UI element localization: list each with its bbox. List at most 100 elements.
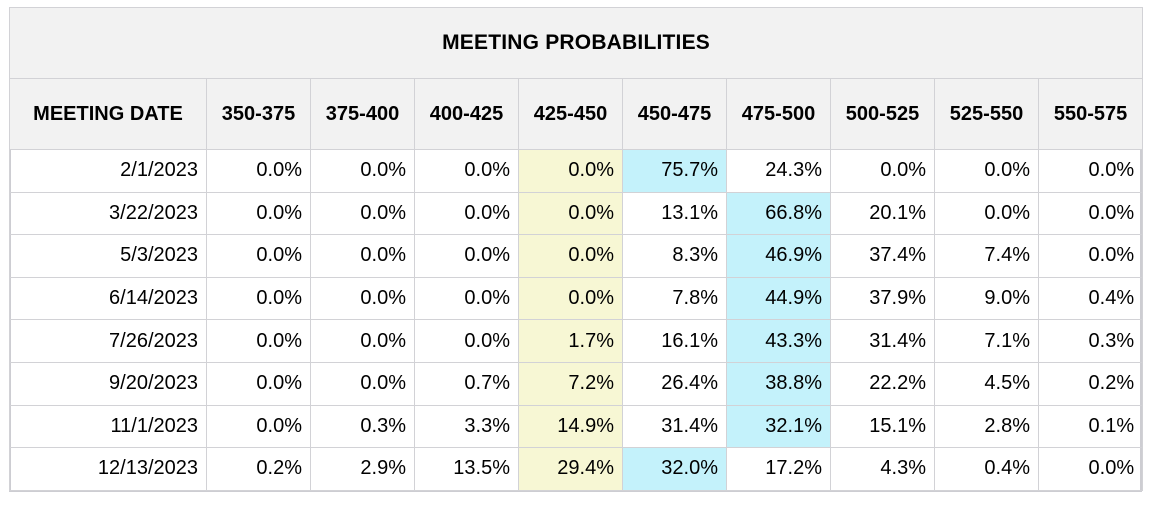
probability-cell: 75.7%: [622, 149, 727, 193]
table-row: 9/20/2023 0.0% 0.0% 0.7% 7.2% 26.4% 38.8% 22.2%…: [9, 361, 1144, 406]
probability-cell: 4.3%: [830, 447, 935, 491]
column-header-range-375-400: 375-400: [310, 78, 415, 150]
probability-cell: 44.9%: [726, 276, 831, 321]
table-row: 12/13/2023 0.2% 2.9% 13.5% 29.4% 32.0% 17.2% 4.…: [9, 447, 1144, 491]
probability-cell: 17.2%: [726, 447, 831, 491]
probability-cell: 2.9%: [310, 447, 415, 491]
probability-cell: 38.8%: [726, 361, 831, 406]
probability-cell: 31.4%: [622, 404, 727, 449]
table-row: 7/26/2023 0.0% 0.0% 0.0% 1.7% 16.1% 43.3% 31.4%…: [9, 319, 1144, 363]
probability-cell: 0.0%: [518, 191, 623, 236]
probability-cell: 0.0%: [414, 149, 519, 193]
probability-cell: 0.0%: [414, 191, 519, 236]
probability-cell: 26.4%: [622, 361, 727, 406]
probability-cell: 0.0%: [206, 361, 311, 406]
probability-cell: 9.0%: [934, 276, 1039, 321]
probability-cell: 0.0%: [414, 234, 519, 278]
column-header-range-500-525: 500-525: [830, 78, 935, 150]
column-header-range-475-500: 475-500: [726, 78, 831, 150]
probability-cell: 0.0%: [518, 149, 623, 193]
meeting-date-cell: 2/1/2023: [9, 149, 207, 193]
table-title: MEETING PROBABILITIES: [8, 7, 1144, 79]
meeting-date-cell: 9/20/2023: [9, 361, 207, 406]
probability-cell: 31.4%: [830, 319, 935, 363]
probability-cell: 7.2%: [518, 361, 623, 406]
probability-cell: 20.1%: [830, 191, 935, 236]
probability-cell: 0.3%: [310, 404, 415, 449]
probability-cell: 0.0%: [830, 149, 935, 193]
table-row: 3/22/2023 0.0% 0.0% 0.0% 0.0% 13.1% 66.8% 20.1%…: [9, 191, 1144, 236]
column-header-range-550-575: 550-575: [1037, 78, 1144, 150]
probability-cell: 46.9%: [726, 234, 831, 278]
probability-cell: 13.1%: [622, 191, 727, 236]
probability-cell: 0.0%: [310, 361, 415, 406]
table-row: 5/3/2023 0.0% 0.0% 0.0% 0.0% 8.3% 46.9% 37.4% 7.…: [9, 234, 1144, 278]
column-header-row: MEETING DATE 350-375 375-400 400-425 425-450…: [9, 78, 1144, 150]
probability-cell: 4.5%: [934, 361, 1039, 406]
probability-cell: 16.1%: [622, 319, 727, 363]
probability-cell: 0.0%: [310, 319, 415, 363]
probability-cell: 66.8%: [726, 191, 831, 236]
probability-cell: 32.0%: [622, 447, 727, 491]
column-header-range-450-475: 450-475: [622, 78, 727, 150]
probability-cell: 8.3%: [622, 234, 727, 278]
column-header-range-525-550: 525-550: [934, 78, 1039, 150]
probability-cell: 0.0%: [414, 319, 519, 363]
probability-cell: 0.0%: [414, 276, 519, 321]
probability-cell: 37.4%: [830, 234, 935, 278]
meeting-date-cell: 12/13/2023: [9, 447, 207, 491]
table-row: 6/14/2023 0.0% 0.0% 0.0% 0.0% 7.8% 44.9% 37.9% 9…: [9, 276, 1144, 321]
table-row: 11/1/2023 0.0% 0.3% 3.3% 14.9% 31.4% 32.1% 15.1…: [9, 404, 1144, 449]
probability-cell: 2.8%: [934, 404, 1039, 449]
probability-cell: 0.1%: [1037, 404, 1144, 449]
column-header-range-400-425: 400-425: [414, 78, 519, 150]
probability-cell: 7.8%: [622, 276, 727, 321]
probability-cell: 37.9%: [830, 276, 935, 321]
probability-cell: 0.0%: [310, 276, 415, 321]
meeting-probabilities-table: MEETING PROBABILITIES MEETING DATE 350-37…: [8, 7, 1144, 491]
column-header-meeting-date: MEETING DATE: [9, 78, 207, 150]
probability-cell: 0.0%: [206, 191, 311, 236]
probability-cell: 0.0%: [1037, 191, 1144, 236]
probability-cell: 0.0%: [206, 404, 311, 449]
probability-cell: 0.0%: [934, 149, 1039, 193]
probability-cell: 29.4%: [518, 447, 623, 491]
probability-cell: 43.3%: [726, 319, 831, 363]
table-row: 2/1/2023 0.0% 0.0% 0.0% 0.0% 75.7% 24.3% 0.0% 0.…: [9, 149, 1144, 193]
probability-cell: 0.7%: [414, 361, 519, 406]
probability-cell: 0.0%: [1037, 447, 1144, 491]
probability-cell: 0.0%: [310, 234, 415, 278]
meeting-date-cell: 3/22/2023: [9, 191, 207, 236]
probability-cell: 0.0%: [934, 191, 1039, 236]
probability-cell: 0.2%: [206, 447, 311, 491]
probability-cell: 0.0%: [206, 149, 311, 193]
probability-cell: 0.3%: [1037, 319, 1144, 363]
probability-cell: 7.4%: [934, 234, 1039, 278]
probability-cell: 0.4%: [934, 447, 1039, 491]
meeting-date-cell: 7/26/2023: [9, 319, 207, 363]
meeting-date-cell: 6/14/2023: [9, 276, 207, 321]
probability-cell: 0.0%: [1037, 234, 1144, 278]
probability-cell: 24.3%: [726, 149, 831, 193]
meeting-date-cell: 5/3/2023: [9, 234, 207, 278]
probability-cell: 0.0%: [206, 234, 311, 278]
probability-cell: 22.2%: [830, 361, 935, 406]
meeting-probabilities-panel: MEETING PROBABILITIES MEETING DATE 350-37…: [8, 7, 1144, 492]
probability-cell: 7.1%: [934, 319, 1039, 363]
probability-cell: 0.0%: [310, 149, 415, 193]
probability-cell: 0.0%: [518, 234, 623, 278]
column-header-range-425-450: 425-450: [518, 78, 623, 150]
probability-cell: 32.1%: [726, 404, 831, 449]
probability-cell: 3.3%: [414, 404, 519, 449]
table-body: 2/1/2023 0.0% 0.0% 0.0% 0.0% 75.7% 24.3% 0.0% 0.…: [9, 149, 1144, 491]
probability-cell: 0.4%: [1037, 276, 1144, 321]
probability-cell: 0.0%: [310, 191, 415, 236]
probability-cell: 0.2%: [1037, 361, 1144, 406]
meeting-date-cell: 11/1/2023: [9, 404, 207, 449]
probability-cell: 14.9%: [518, 404, 623, 449]
probability-cell: 15.1%: [830, 404, 935, 449]
probability-cell: 0.0%: [518, 276, 623, 321]
probability-cell: 0.0%: [1037, 149, 1144, 193]
probability-cell: 13.5%: [414, 447, 519, 491]
probability-cell: 0.0%: [206, 276, 311, 321]
